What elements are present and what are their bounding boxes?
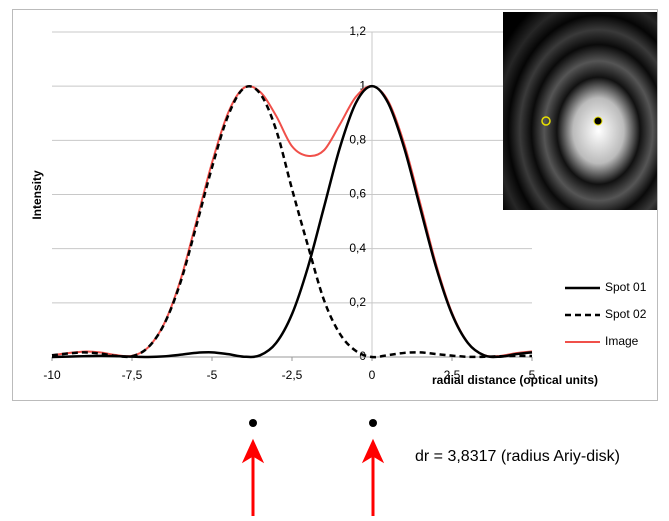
arrows: [241, 438, 385, 516]
y-tick-label: 0,6: [349, 187, 366, 201]
x-tick-label: -2,5: [282, 368, 303, 382]
airy-inset: [503, 12, 657, 210]
annotation: dr = 3,8317 (radius Ariy-disk): [415, 448, 620, 465]
x-tick-label: 5: [529, 368, 536, 382]
x-tick-label: 2,5: [444, 368, 461, 382]
spot-02-marker: [541, 116, 551, 126]
legend-label: Spot 01: [605, 280, 647, 294]
x-tick-label: 0: [369, 368, 376, 382]
spot-01-marker: [593, 116, 603, 126]
legend-label: Spot 02: [605, 307, 647, 321]
dot: [249, 419, 257, 427]
y-axis-title: Intensity: [30, 170, 44, 220]
y-tick-label: 0,8: [349, 133, 366, 147]
y-tick-label: 1,2: [349, 24, 366, 38]
y-tick-label: 0: [359, 349, 366, 363]
x-tick-label: -7,5: [122, 368, 143, 382]
y-tick-label: 0,2: [349, 295, 366, 309]
y-tick-label: 0,4: [349, 241, 366, 255]
series-line: [51, 85, 533, 359]
x-tick-label: -5: [207, 368, 218, 382]
y-tick-label: 1: [359, 78, 366, 92]
legend-label: Image: [605, 334, 639, 348]
dot: [369, 419, 377, 427]
x-axis-title: radial distance (optical units): [432, 373, 598, 387]
x-tick-label: -10: [43, 368, 61, 382]
